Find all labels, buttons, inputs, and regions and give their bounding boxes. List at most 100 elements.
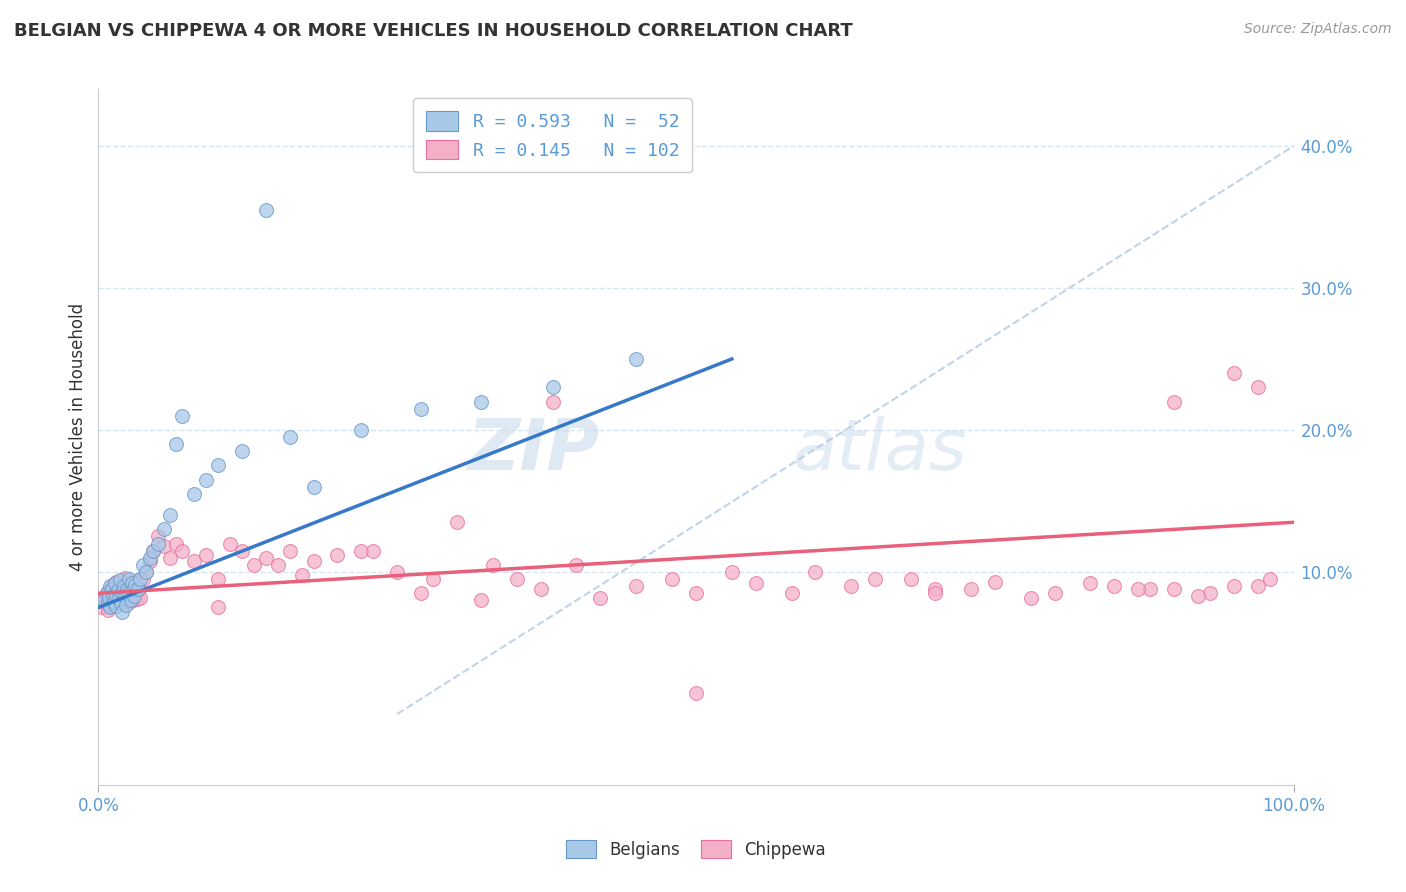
Point <box>117 588 139 602</box>
Point <box>1246 579 1268 593</box>
Point <box>243 558 266 572</box>
Point <box>121 576 143 591</box>
Point <box>194 548 217 562</box>
Point <box>98 591 121 605</box>
Point <box>107 583 129 598</box>
Point <box>97 593 120 607</box>
Point <box>93 591 115 605</box>
Point <box>1019 591 1042 605</box>
Point <box>118 572 141 586</box>
Point <box>105 599 128 613</box>
Point <box>93 593 115 607</box>
Point <box>114 571 136 585</box>
Point <box>159 550 181 565</box>
Point <box>385 565 409 579</box>
Point <box>94 596 117 610</box>
Point <box>780 586 803 600</box>
Point <box>411 401 433 416</box>
Point <box>118 595 141 609</box>
Point <box>589 591 612 605</box>
Point <box>1163 394 1185 409</box>
Point <box>148 536 170 550</box>
Point <box>135 565 157 579</box>
Point <box>112 589 135 603</box>
Point <box>1128 582 1150 596</box>
Point <box>127 582 149 596</box>
Point <box>131 558 153 572</box>
Point <box>111 582 134 596</box>
Point <box>103 595 125 609</box>
Point <box>804 565 827 579</box>
Point <box>115 598 138 612</box>
Point <box>863 572 886 586</box>
Point <box>97 596 120 610</box>
Point <box>745 576 768 591</box>
Point <box>104 593 127 607</box>
Point <box>98 579 122 593</box>
Point <box>111 585 134 599</box>
Point <box>115 595 138 609</box>
Point <box>1258 572 1281 586</box>
Point <box>105 599 128 613</box>
Y-axis label: 4 or more Vehicles in Household: 4 or more Vehicles in Household <box>69 303 87 571</box>
Point <box>506 572 529 586</box>
Point <box>124 574 146 589</box>
Point <box>129 572 152 586</box>
Point <box>219 536 242 550</box>
Point <box>111 605 134 619</box>
Point <box>153 540 176 554</box>
Point <box>139 553 162 567</box>
Point <box>624 579 647 593</box>
Point <box>1163 582 1185 596</box>
Point <box>107 586 129 600</box>
Point <box>1043 586 1066 600</box>
Point <box>231 444 253 458</box>
Point <box>172 543 194 558</box>
Point <box>231 543 253 558</box>
Point <box>207 572 229 586</box>
Point <box>107 595 129 609</box>
Point <box>124 578 146 592</box>
Text: ZIP: ZIP <box>468 417 600 485</box>
Point <box>139 550 162 565</box>
Point <box>470 593 492 607</box>
Point <box>254 202 277 217</box>
Point <box>481 558 505 572</box>
Point <box>685 686 707 700</box>
Point <box>112 579 135 593</box>
Point <box>148 529 170 543</box>
Point <box>98 599 122 613</box>
Point <box>97 603 120 617</box>
Point <box>302 553 325 567</box>
Point <box>411 586 433 600</box>
Point <box>183 553 205 567</box>
Point <box>900 572 922 586</box>
Point <box>104 576 127 591</box>
Point <box>446 516 468 530</box>
Point <box>422 572 444 586</box>
Point <box>1187 589 1209 603</box>
Point <box>1222 579 1246 593</box>
Point <box>122 593 145 607</box>
Point <box>91 600 114 615</box>
Point <box>107 591 129 606</box>
Point <box>959 582 981 596</box>
Point <box>839 579 862 593</box>
Point <box>131 572 153 586</box>
Point <box>1139 582 1161 596</box>
Text: atlas: atlas <box>792 417 966 485</box>
Point <box>363 543 385 558</box>
Point <box>120 579 142 593</box>
Point <box>100 582 122 596</box>
Point <box>1102 579 1125 593</box>
Point <box>290 567 312 582</box>
Point <box>165 437 187 451</box>
Point <box>128 582 150 596</box>
Point <box>278 543 301 558</box>
Point <box>302 480 325 494</box>
Point <box>565 558 588 572</box>
Point <box>194 473 217 487</box>
Point <box>924 582 946 596</box>
Point <box>207 458 229 473</box>
Point <box>183 487 205 501</box>
